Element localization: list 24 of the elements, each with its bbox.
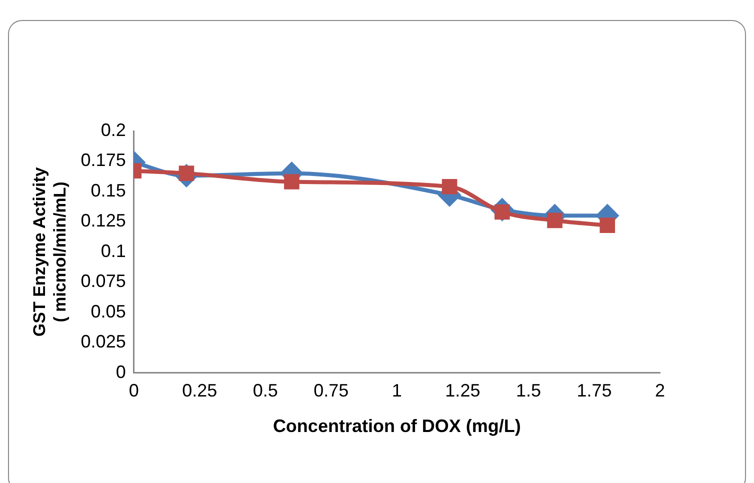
x-tick-label: 1.25 xyxy=(445,380,480,401)
x-tick-label: 0 xyxy=(128,380,139,401)
y-tick-label: 0.15 xyxy=(90,180,126,200)
y-tick-label: 0.175 xyxy=(80,150,126,170)
x-tick-label: 0.75 xyxy=(314,380,349,401)
point xyxy=(600,218,616,233)
x-tick-label: 0.5 xyxy=(252,380,278,401)
x-axis-title: Concentration of DOX (mg/L) xyxy=(272,416,521,436)
point xyxy=(547,212,562,228)
x-tick-label: 0.25 xyxy=(182,380,218,401)
point xyxy=(442,178,458,194)
y-tick-label: 0.1 xyxy=(100,240,126,261)
x-tick-label: 1.75 xyxy=(576,380,612,401)
y-axis-title: GST Enzyme Activity ( micmol/min/mL) xyxy=(30,166,70,337)
y-tick-label: 0.125 xyxy=(80,210,126,231)
x-tick-label: 1.5 xyxy=(516,380,541,401)
point xyxy=(284,174,300,190)
y-tick-label: 0.2 xyxy=(100,120,126,140)
y-tick-label: 0.025 xyxy=(80,332,126,352)
x-tick-label: 2 xyxy=(654,380,666,401)
y-tick-label: 0 xyxy=(116,362,126,382)
x-tick-label: 1 xyxy=(392,380,402,401)
y-tick-label: 0.075 xyxy=(80,271,126,292)
y-tick-label: 0.05 xyxy=(90,301,126,322)
